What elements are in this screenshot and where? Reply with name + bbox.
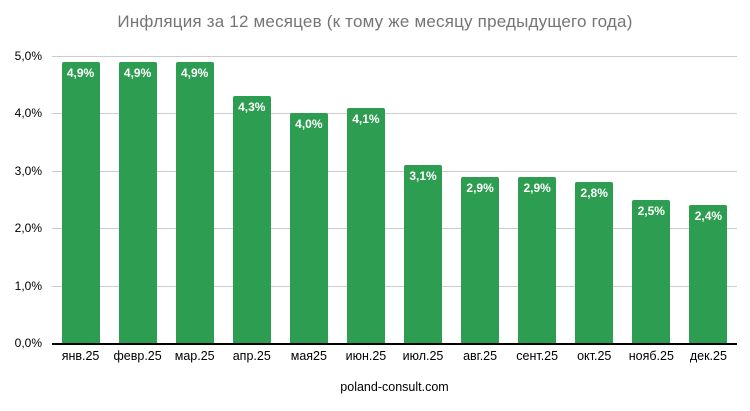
bar-slot: 2,9% xyxy=(509,56,566,343)
gridline xyxy=(52,285,737,287)
gridline xyxy=(52,170,737,172)
y-axis-tick-label: 0,0% xyxy=(14,336,42,350)
x-axis-tick-label: мар.25 xyxy=(174,349,215,363)
y-axis-tick-label: 2,0% xyxy=(14,221,42,236)
y-axis-tick-label: 3,0% xyxy=(14,163,42,178)
x-axis-tick-label: мая25 xyxy=(290,349,327,363)
bar-апр.25: 4,3% xyxy=(232,96,271,343)
bar-value-label: 4,9% xyxy=(181,65,209,80)
bar-value-label: 4,9% xyxy=(66,65,95,80)
bar-slot: 4,0% xyxy=(280,56,337,343)
bar-slot: 4,9% xyxy=(52,56,109,343)
bar-value-label: 2,9% xyxy=(523,180,551,195)
y-axis-tick-label: 5,0% xyxy=(14,49,42,63)
bar-slot: 4,1% xyxy=(337,56,394,343)
x-axis-tick-label: дек.25 xyxy=(689,349,727,363)
y-axis-tick-label: 1,0% xyxy=(14,278,42,293)
x-axis-tick-label: февр.25 xyxy=(113,349,162,363)
bar-мая25: 4,0% xyxy=(289,113,328,343)
bar-нояб.25: 2,5% xyxy=(632,199,671,343)
bar-value-label: 2,8% xyxy=(580,186,608,201)
x-axis-tick-label: авг.25 xyxy=(463,349,498,363)
gridline xyxy=(52,56,737,57)
bar-series: 4,9% 4,9% 4,9% 4,3% 4,0% 4,1% 3,1% 2,9% 2,9% 2,8%… xyxy=(52,56,737,343)
x-axis-tick-label: апр.25 xyxy=(232,349,271,363)
bar-slot: 2,9% xyxy=(452,56,509,343)
bar-slot: 4,9% xyxy=(109,56,166,343)
x-axis-tick-label: янв.25 xyxy=(61,349,100,363)
bar-slot: 4,3% xyxy=(223,56,280,343)
gridline xyxy=(52,228,737,230)
bar-value-label: 4,9% xyxy=(123,65,152,80)
bar-июл.25: 3,1% xyxy=(404,165,442,343)
bar-value-label: 4,1% xyxy=(352,111,380,126)
gridline xyxy=(52,113,737,115)
bar-slot: 2,8% xyxy=(566,56,623,343)
plot-area: 4,9% 4,9% 4,9% 4,3% 4,0% 4,1% 3,1% 2,9% 2,9% 2,8%… xyxy=(52,56,737,345)
bar-slot: 3,1% xyxy=(394,56,451,343)
bar-slot: 2,5% xyxy=(623,56,680,343)
y-axis-tick-label: 4,0% xyxy=(14,106,42,121)
bar-сент.25: 2,9% xyxy=(518,176,557,343)
bar-value-label: 2,5% xyxy=(637,203,665,218)
x-axis-tick-label: сент.25 xyxy=(516,349,559,363)
footer-watermark: poland-consult.com xyxy=(340,380,449,394)
x-axis-tick-label: окт.25 xyxy=(577,349,612,363)
bar-мар.25: 4,9% xyxy=(175,61,214,343)
bar-slot: 4,9% xyxy=(166,56,223,343)
bar-дек.25: 2,4% xyxy=(689,205,728,343)
x-axis-tick-label: июл.25 xyxy=(402,349,444,363)
bar-июн.25: 4,1% xyxy=(346,107,385,343)
bar-авг.25: 2,9% xyxy=(461,176,500,343)
bar-февр.25: 4,9% xyxy=(118,61,157,343)
bar-slot: 2,4% xyxy=(680,56,737,343)
bar-value-label: 4,3% xyxy=(238,100,266,115)
y-axis: 0,0% 1,0% 2,0% 3,0% 4,0% 5,0% xyxy=(0,49,44,350)
bar-value-label: 2,9% xyxy=(466,180,494,195)
bar-янв.25: 4,9% xyxy=(61,61,100,343)
x-axis-tick-label: июн.25 xyxy=(345,349,387,363)
chart-title: Инфляция за 12 месяцев (к тому же месяцу… xyxy=(117,12,633,31)
x-axis: янв.25 февр.25 мар.25 апр.25 мая25 июн.25 июл.… xyxy=(52,349,737,363)
bar-value-label: 4,0% xyxy=(295,117,323,132)
bar-value-label: 3,1% xyxy=(409,169,437,184)
x-axis-tick-label: нояб.25 xyxy=(628,349,674,363)
bar-окт.25: 2,8% xyxy=(575,182,614,343)
bar-value-label: 2,4% xyxy=(694,209,723,224)
